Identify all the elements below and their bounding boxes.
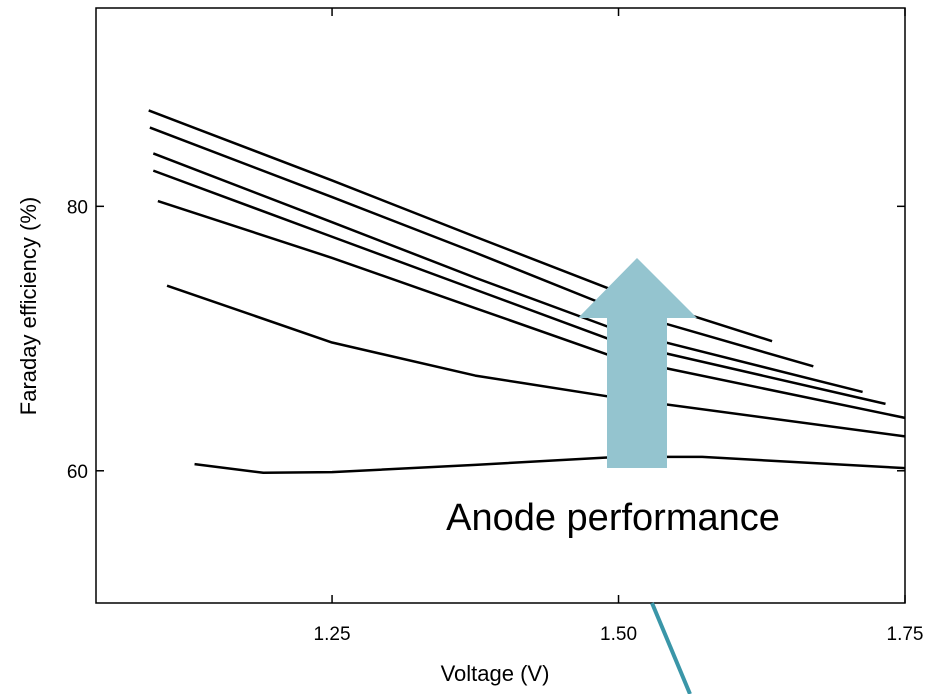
data-line xyxy=(152,152,863,394)
y-tick-label: 60 xyxy=(67,462,88,483)
data-line xyxy=(149,126,814,368)
x-axis-label: Voltage (V) xyxy=(441,661,550,686)
data-line xyxy=(152,169,886,406)
data-line xyxy=(194,455,906,475)
y-tick-label: 80 xyxy=(67,197,88,218)
x-tick-label: 1.25 xyxy=(314,624,351,645)
x-tick-label: 1.50 xyxy=(600,624,637,645)
x-tick-label: 1.75 xyxy=(887,624,924,645)
annotation-text: Anode performance xyxy=(446,497,780,539)
data-line xyxy=(157,199,906,420)
annotation-arrow xyxy=(578,258,697,468)
y-axis-label: Faraday efficiency (%) xyxy=(16,197,41,415)
connector-line xyxy=(650,602,692,694)
plot-frame xyxy=(95,7,906,604)
data-line xyxy=(166,284,906,438)
